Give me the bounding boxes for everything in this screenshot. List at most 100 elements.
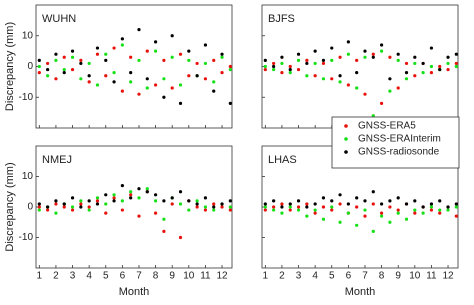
data-point [321, 205, 326, 209]
data-point [396, 196, 400, 200]
data-point [438, 67, 442, 72]
data-point [280, 202, 284, 206]
data-point [70, 49, 75, 53]
x-tick-label: 8 [379, 271, 385, 282]
data-point [120, 184, 124, 188]
data-point [263, 58, 267, 62]
x-tick-label: 3 [70, 271, 76, 282]
panel-title: LHAS [268, 154, 297, 166]
x-tick-label: 7 [362, 271, 368, 282]
data-point [413, 74, 417, 78]
legend: GNSS-ERA5 GNSS-ERAInterim GNSS-radiosonde [331, 116, 460, 169]
x-axis-label: Month [345, 286, 376, 298]
legend-box [331, 116, 460, 169]
data-point [363, 214, 367, 218]
data-point [321, 77, 326, 81]
data-point [187, 49, 191, 53]
data-point [421, 211, 425, 215]
data-point [104, 52, 108, 56]
data-point [187, 58, 191, 62]
data-point [120, 208, 124, 212]
data-point [371, 52, 375, 56]
legend-label: GNSS-radiosonde [358, 147, 440, 158]
data-point [396, 208, 400, 212]
data-point [228, 101, 232, 105]
data-point [203, 61, 208, 66]
data-point [87, 74, 91, 78]
data-point [220, 52, 224, 56]
data-point [178, 235, 183, 240]
data-point [54, 211, 58, 215]
data-point [272, 208, 276, 212]
data-point [212, 208, 216, 212]
data-point [446, 61, 450, 66]
data-point [346, 83, 350, 87]
data-point [37, 71, 41, 75]
data-point [272, 61, 276, 66]
data-point [280, 55, 284, 59]
data-point [145, 86, 149, 90]
data-point [413, 208, 417, 212]
plot-area [35, 145, 233, 269]
data-point [220, 205, 224, 209]
data-point [330, 77, 334, 81]
data-point [46, 208, 50, 212]
data-point [396, 86, 400, 90]
data-point [129, 55, 133, 59]
plot-area [35, 4, 233, 129]
data-point [404, 202, 409, 206]
data-point [104, 202, 108, 206]
data-point [355, 223, 359, 227]
data-point [79, 202, 83, 206]
x-tick-label: 3 [296, 271, 302, 282]
data-point [338, 193, 342, 197]
x-tick-label: 2 [279, 271, 285, 282]
data-point [195, 202, 199, 206]
data-point [438, 208, 442, 212]
data-point [178, 101, 183, 105]
data-point [413, 211, 417, 215]
data-point [228, 208, 232, 212]
data-point [272, 67, 276, 72]
legend-marker [344, 124, 348, 128]
data-point [371, 202, 375, 206]
data-point [212, 80, 216, 84]
data-point [95, 202, 100, 206]
data-point [355, 196, 359, 200]
data-point [413, 199, 417, 203]
data-point [355, 86, 359, 90]
data-point [363, 55, 367, 59]
data-point [263, 67, 267, 72]
data-point [145, 187, 149, 191]
data-point [70, 55, 75, 59]
data-point [446, 67, 450, 72]
data-point [228, 199, 232, 203]
data-point [288, 67, 292, 72]
data-point [263, 202, 267, 206]
y-axis-label: Discrepancy (mm) [4, 22, 16, 111]
data-point [37, 205, 41, 209]
y-tick-label: -10 [19, 232, 34, 243]
data-point [70, 205, 75, 209]
data-point [104, 74, 108, 78]
x-axis-label: Month [119, 286, 150, 298]
data-point [305, 58, 309, 62]
data-point [228, 64, 232, 69]
data-point [87, 199, 91, 203]
data-point [429, 208, 434, 212]
x-tick-label: 11 [426, 271, 437, 282]
data-point [137, 58, 141, 62]
panel: BJFS [261, 4, 459, 129]
data-point [413, 55, 417, 59]
data-point [46, 205, 50, 209]
data-point [454, 64, 458, 69]
data-point [228, 205, 232, 209]
data-point [313, 208, 317, 212]
panel-title: NMEJ [42, 154, 72, 166]
data-point [404, 77, 409, 81]
data-point [79, 77, 83, 81]
data-point [288, 64, 292, 69]
x-tick-label: 8 [153, 271, 159, 282]
y-tick-label: 0 [27, 61, 33, 72]
